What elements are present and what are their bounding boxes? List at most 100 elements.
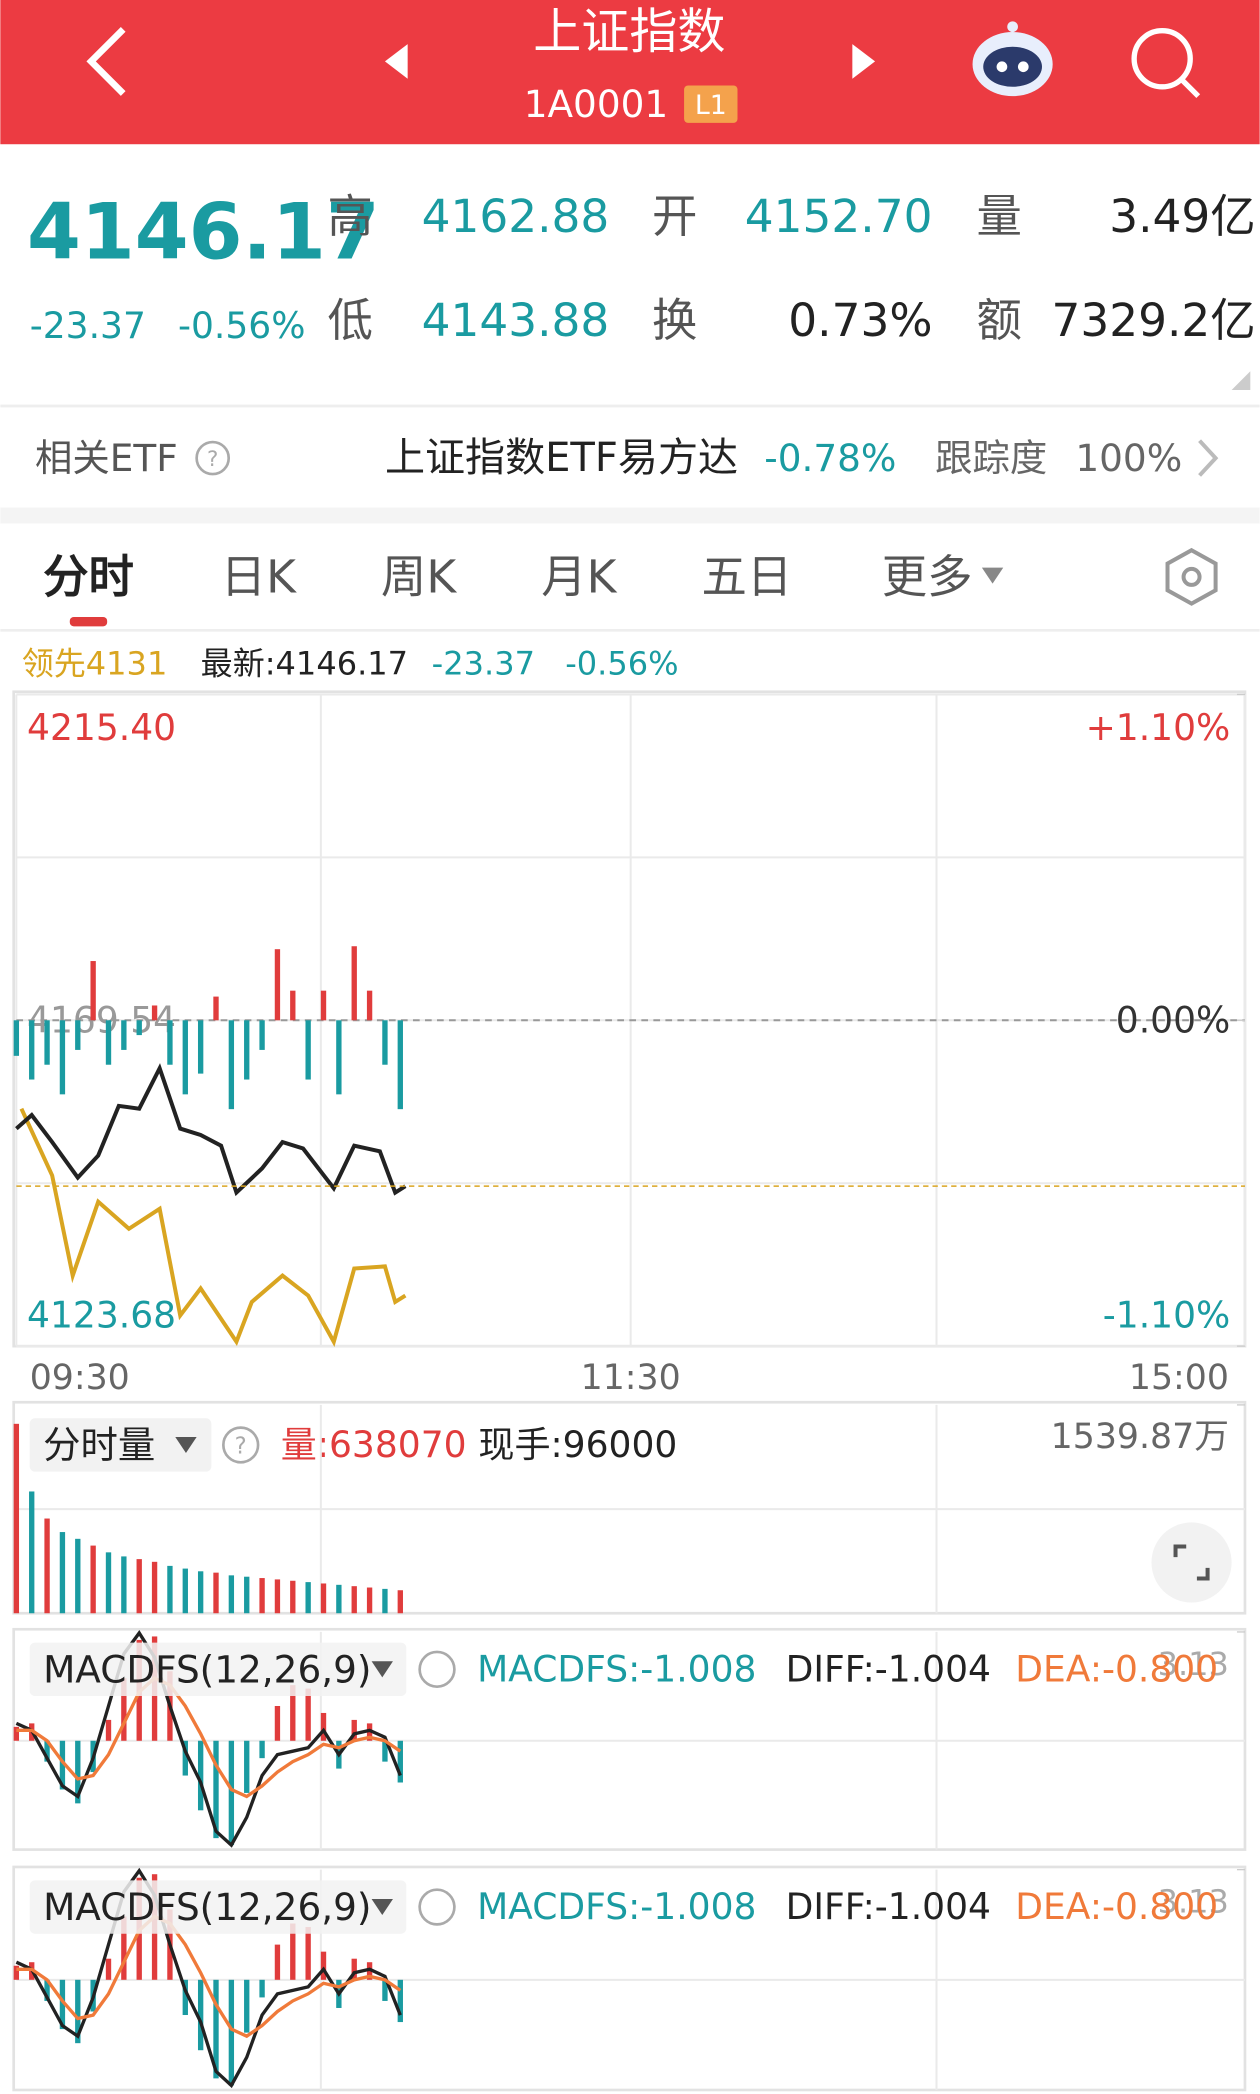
macd-bar (351, 1958, 357, 1980)
search-button[interactable] (1131, 28, 1201, 99)
strength-bar (382, 1020, 388, 1065)
tab[interactable]: 分时 (43, 550, 134, 603)
volume-bar (320, 1583, 327, 1614)
badge-bg (684, 85, 738, 123)
macd-bar (197, 1979, 204, 2051)
assistant-button[interactable] (972, 21, 1053, 97)
strength-bar (75, 1020, 81, 1050)
macd-bar (182, 1740, 188, 1776)
label: 高 (328, 190, 373, 243)
etf-name: 上证指数ETF易方达 (385, 435, 738, 481)
dropdown-arrow (371, 1661, 393, 1678)
indicator-title[interactable]: MACDFS(12,26,9) (43, 1647, 371, 1691)
expand-button[interactable] (1151, 1522, 1232, 1603)
macd-line (15, 1630, 402, 1848)
strength-bar (290, 990, 296, 1021)
macd-bar (305, 1927, 311, 1980)
indicator-selector-bg[interactable] (29, 1642, 407, 1697)
volume-bar (13, 1423, 20, 1614)
macd-bar (274, 1705, 281, 1741)
title: 上证指数 (533, 4, 725, 60)
next-button[interactable] (852, 44, 876, 79)
strength-bar (197, 1020, 204, 1074)
settings-dot (1181, 566, 1202, 587)
macd-bar (13, 1726, 20, 1741)
strength-bar (29, 1020, 35, 1080)
price: 4146.17 (27, 187, 380, 277)
etf-row[interactable]: 相关ETF ? 上证指数ETF易方达 -0.78% 跟踪度 100% (35, 435, 1219, 481)
help-icon[interactable] (418, 1888, 456, 1926)
macd-bar (228, 1740, 235, 1846)
strength-bar (366, 990, 373, 1021)
change: -23.37 (30, 305, 146, 347)
indicator-readout: DIFF:-1.004 (786, 1886, 991, 1928)
etf-label: 相关ETF (35, 436, 178, 480)
volume-selector-bg[interactable] (29, 1418, 212, 1472)
macd-bar (382, 1740, 388, 1762)
strength-bar (320, 990, 327, 1021)
macd-bar (290, 1685, 296, 1741)
tab[interactable]: 周K (381, 550, 457, 603)
label: 开 (652, 190, 697, 243)
volume-bar (44, 1518, 50, 1614)
volume-bar (305, 1582, 311, 1614)
volume-bar (382, 1588, 388, 1614)
volume-bar (121, 1556, 127, 1614)
strength-bar (182, 1020, 188, 1095)
strength-bar (136, 1020, 142, 1036)
strength-bar (59, 1020, 66, 1095)
price-line (15, 1063, 407, 1197)
x-tick-label: 11:30 (581, 1358, 681, 1398)
indicator-title[interactable]: MACDFS(12,26,9) (43, 1885, 371, 1929)
help-mark: ? (207, 447, 218, 472)
search-icon (1131, 28, 1193, 90)
latest: 最新:4146.17 (201, 645, 408, 683)
tab[interactable]: 日K (221, 550, 297, 603)
robot-antenna (1007, 21, 1018, 33)
strength-bar (44, 1020, 50, 1065)
prev-button[interactable] (384, 44, 408, 79)
volume-bar (105, 1552, 112, 1614)
indicator-readout: DEA:-0.800 (1015, 1648, 1218, 1690)
strength-bar (151, 1005, 158, 1021)
badge: L1 (695, 90, 727, 121)
macd-bar (305, 1688, 311, 1741)
macd-bar (44, 1979, 50, 2001)
dropdown-arrow (175, 1436, 197, 1453)
corner-mark (1231, 371, 1251, 390)
strength-bar (213, 996, 219, 1021)
section-gap (0, 507, 1260, 524)
label: 量 (977, 190, 1022, 243)
x-tick-label: 09:30 (30, 1358, 130, 1398)
volume-bar (90, 1545, 96, 1614)
help-icon[interactable] (222, 1426, 260, 1464)
macd-bar (105, 1719, 112, 1741)
volume-bar (29, 1491, 35, 1614)
strength-bar (167, 1020, 173, 1065)
hand-readout: 现手:96000 (478, 1424, 677, 1466)
macd-bar (259, 1979, 265, 1998)
volume-bar (259, 1578, 265, 1614)
volume-title[interactable]: 分时量 (43, 1423, 155, 1467)
indicator-selector-bg[interactable] (29, 1880, 407, 1934)
macd-bar (121, 1916, 127, 1980)
settings-button[interactable] (1165, 547, 1218, 606)
tab[interactable]: 五日 (701, 550, 792, 603)
strength-bar (244, 1020, 250, 1080)
y-tick-label: 4169.54 (27, 999, 176, 1041)
macd-bar (397, 1979, 403, 2023)
tab[interactable]: 月K (541, 550, 617, 603)
y2-tick-label: -1.10% (1103, 1294, 1231, 1336)
strength-bar (228, 1020, 235, 1110)
volume-bar (197, 1571, 204, 1614)
dropdown-arrow (371, 1899, 393, 1916)
macd-bar (75, 1740, 81, 1804)
macd-bar (197, 1740, 204, 1811)
macd-bar (59, 1979, 66, 2030)
help-icon[interactable] (418, 1650, 456, 1689)
y2-tick-label: +1.10% (1086, 707, 1231, 749)
indicator-readout: MACDFS:-1.008 (477, 1886, 756, 1928)
back-button[interactable] (86, 27, 126, 96)
tab[interactable]: 更多 (882, 550, 973, 603)
